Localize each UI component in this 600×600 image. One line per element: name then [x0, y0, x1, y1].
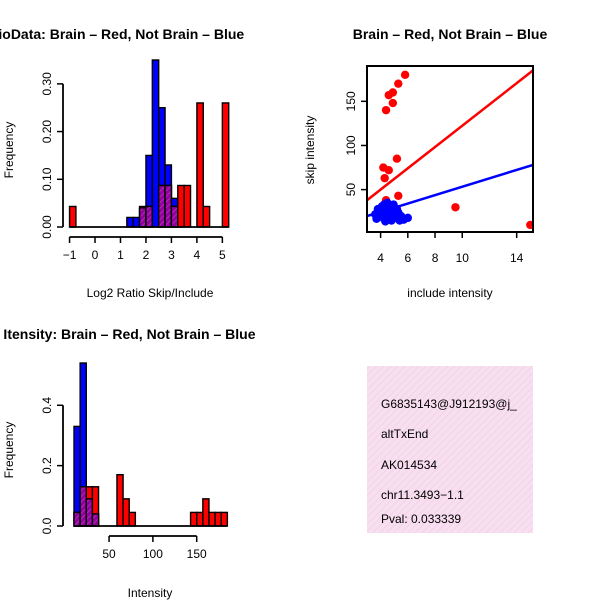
x-tick-label: 1: [117, 248, 124, 262]
point-not-brain: [403, 213, 413, 223]
point-brain: [451, 203, 460, 212]
scatter-title: Brain – Red, Not Brain – Blue: [353, 26, 548, 42]
bar-brain: [189, 511, 198, 527]
bar-brain: [196, 102, 204, 228]
x-tick-label: 4: [377, 251, 384, 265]
intensity-histogram-xlabel: Intensity: [128, 586, 173, 600]
y-tick-label: 150: [344, 91, 358, 111]
x-tick-label: 0: [92, 248, 99, 262]
point-brain: [384, 90, 393, 100]
info-line-probe: G6835143@J912193@j_: [381, 397, 517, 411]
x-tick-label: 2: [143, 248, 150, 262]
bar-brain: [68, 205, 77, 228]
x-tick-label: 10: [456, 251, 470, 265]
bar-overlap: [157, 184, 166, 228]
x-tick-label: 5: [219, 248, 226, 262]
y-tick-label: 0.2: [40, 457, 54, 474]
info-panel-background: [367, 366, 533, 533]
x-tick-label: 100: [143, 547, 163, 561]
fit-line-not-brain: [367, 163, 533, 218]
x-tick-label: 50: [102, 547, 116, 561]
scatter-plot-area: [367, 69, 533, 230]
point-brain: [388, 98, 398, 108]
point-brain: [526, 220, 533, 230]
x-tick-label: 14: [510, 251, 524, 265]
x-tick-label: 6: [404, 251, 411, 265]
scatter-xlabel: include intensity: [407, 286, 492, 300]
bar-overlap: [91, 513, 100, 527]
bar-overlap: [73, 511, 81, 527]
intensity-histogram: Gene Itensity: Brain – Red, Not Brain – …: [0, 326, 256, 600]
ratio-histogram: RatioData: Brain – Red, Not Brain – Blue…: [0, 26, 244, 300]
x-tick-label: 4: [194, 248, 201, 262]
ratio-histogram-bars: [68, 59, 230, 228]
scatter-ylabel: skip intensity: [303, 116, 317, 185]
ratio-histogram-xlabel: Log2 Ratio Skip/Include: [87, 286, 214, 300]
intensity-histogram-bars: [73, 362, 229, 527]
y-tick-label: 0.0: [40, 517, 54, 534]
info-pval: Pval: 0.033339: [381, 512, 461, 526]
y-tick-label: 0.4: [40, 397, 54, 414]
intensity-scatter: Brain – Red, Not Brain – Blue 4 6 8 10 14 50 1…: [303, 26, 547, 300]
point-not-brain: [395, 216, 404, 225]
bar-not-brain: [126, 216, 134, 228]
bar-overlap: [85, 498, 94, 527]
x-tick-label: −1: [63, 248, 77, 262]
info-line-event-type: altTxEnd: [381, 427, 428, 441]
bar-overlap: [138, 207, 147, 228]
point-brain: [400, 70, 410, 80]
bar-brain: [221, 102, 230, 228]
y-tick-label: 0.00: [40, 215, 54, 239]
point-not-brain: [379, 200, 389, 209]
ratio-histogram-ylabel: Frequency: [2, 122, 16, 179]
bar-overlap: [145, 205, 154, 228]
bar-not-brain: [73, 425, 81, 527]
point-brain: [381, 105, 391, 115]
info-line-locus: chr11.3493−1.1: [381, 488, 464, 502]
scatter-frame: [366, 65, 534, 233]
point-brain: [394, 191, 403, 200]
point-brain: [392, 154, 402, 163]
info-line-accession: AK014534: [381, 458, 437, 472]
bar-brain: [214, 511, 222, 527]
y-tick-label: 0.30: [40, 72, 54, 96]
x-tick-label: 8: [432, 251, 439, 265]
bar-brain: [177, 184, 185, 228]
point-not-brain: [385, 214, 394, 223]
bar-overlap: [164, 184, 173, 228]
scatter-axes: 4 6 8 10 14 50 100 150: [344, 91, 524, 265]
y-tick-label: 50: [344, 183, 358, 197]
bar-brain: [220, 511, 229, 527]
point-brain: [384, 165, 393, 175]
point-brain: [394, 79, 403, 88]
bar-brain: [116, 473, 124, 527]
bar-overlap: [79, 486, 87, 527]
bar-brain: [195, 511, 204, 527]
intensity-histogram-title: Gene Itensity: Brain – Red, Not Brain – …: [0, 326, 256, 342]
y-tick-label: 0.20: [40, 120, 54, 144]
intensity-histogram-axes: 50 100 150 0.0 0.2 0.4: [40, 397, 207, 561]
bar-brain: [208, 511, 216, 527]
bar-not-brain: [132, 216, 141, 228]
ratio-histogram-axes: −1 0 1 2 3 4 5 0.00 0.10 0.20 0.30: [40, 72, 226, 262]
bar-brain: [128, 511, 137, 527]
bar-brain: [183, 184, 192, 228]
x-tick-label: 3: [168, 248, 175, 262]
point-brain: [380, 173, 389, 183]
bar-brain: [202, 498, 210, 527]
bar-brain: [122, 498, 130, 527]
y-tick-label: 0.10: [40, 167, 54, 191]
ratio-histogram-title: RatioData: Brain – Red, Not Brain – Blue: [0, 26, 244, 42]
intensity-histogram-ylabel: Frequency: [2, 422, 16, 479]
info-panel: G6835143@J912193@j_ altTxEnd AK014534 ch…: [367, 366, 533, 533]
fit-line-brain: [367, 69, 533, 202]
bar-brain: [202, 205, 211, 228]
x-tick-label: 150: [187, 547, 207, 561]
y-tick-label: 100: [344, 135, 358, 155]
bar-overlap: [170, 205, 179, 228]
bar-not-brain: [151, 59, 160, 228]
